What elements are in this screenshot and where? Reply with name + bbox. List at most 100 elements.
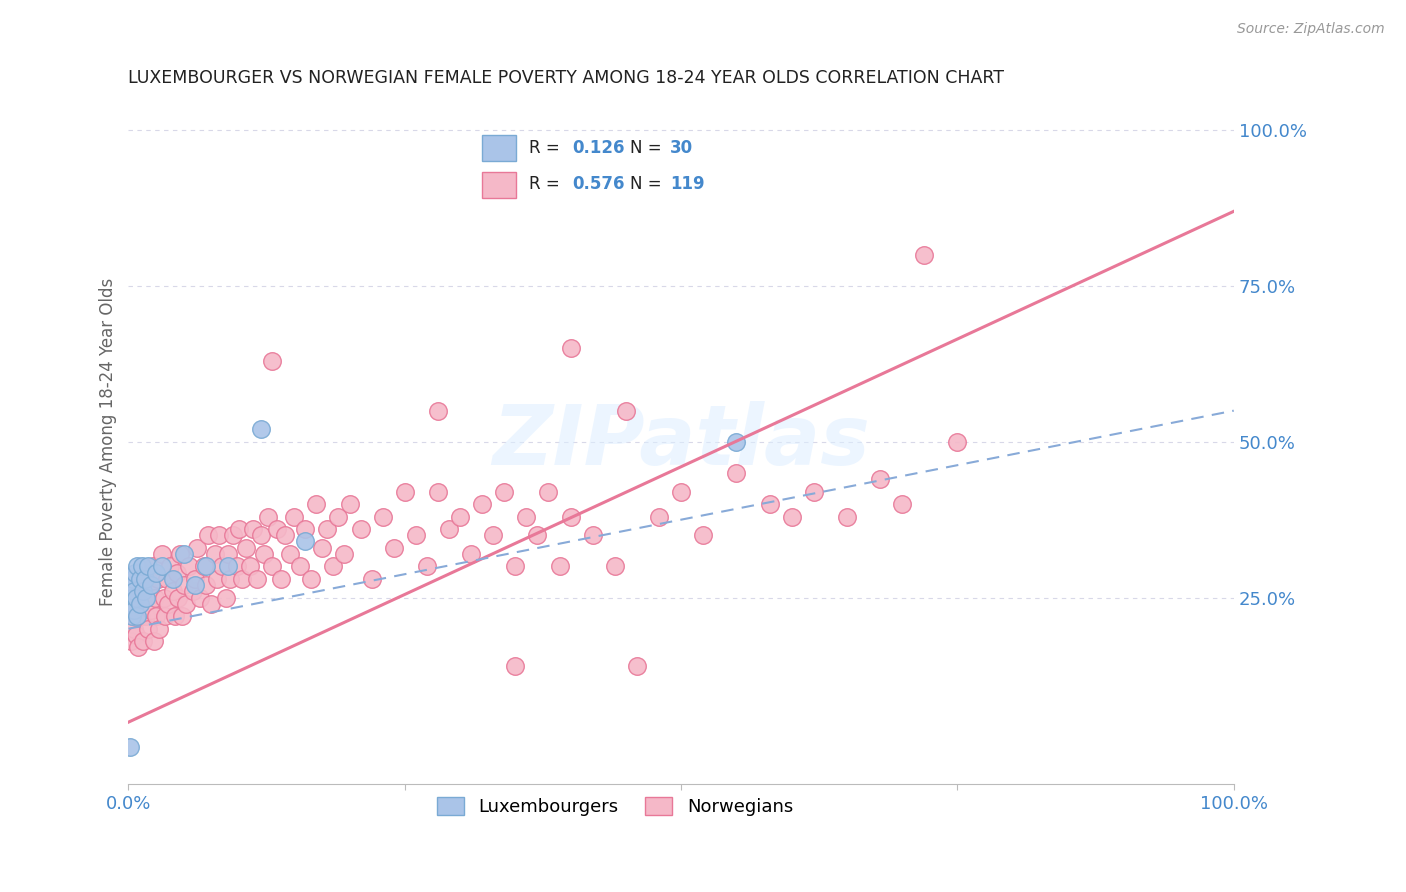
Point: [135, 609, 157, 624]
Point: [127, 609, 149, 624]
Point: [725, 434, 748, 449]
Point: [120, 634, 142, 648]
Point: [163, 609, 186, 624]
Point: [208, 528, 231, 542]
Point: [482, 528, 505, 542]
Point: [204, 547, 226, 561]
Text: Source: ZipAtlas.com: Source: ZipAtlas.com: [1237, 22, 1385, 37]
Point: [124, 603, 146, 617]
Point: [132, 584, 155, 599]
Point: [548, 559, 571, 574]
Point: [138, 622, 160, 636]
Point: [134, 591, 156, 605]
Point: [603, 559, 626, 574]
Point: [242, 522, 264, 536]
Point: [262, 354, 284, 368]
Point: [460, 547, 482, 561]
Point: [157, 597, 180, 611]
Point: [139, 603, 162, 617]
Point: [142, 559, 165, 574]
Point: [124, 566, 146, 580]
Point: [560, 342, 582, 356]
Point: [127, 559, 149, 574]
Point: [121, 609, 143, 624]
Point: [437, 522, 460, 536]
Point: [156, 572, 179, 586]
Text: LUXEMBOURGER VS NORWEGIAN FEMALE POVERTY AMONG 18-24 YEAR OLDS CORRELATION CHART: LUXEMBOURGER VS NORWEGIAN FEMALE POVERTY…: [128, 69, 1004, 87]
Point: [835, 509, 858, 524]
Point: [515, 509, 537, 524]
Point: [349, 522, 371, 536]
Point: [537, 484, 560, 499]
Point: [122, 584, 145, 599]
Point: [333, 547, 356, 561]
Point: [912, 248, 935, 262]
Point: [669, 484, 692, 499]
Point: [138, 559, 160, 574]
Point: [148, 622, 170, 636]
Point: [228, 522, 250, 536]
Point: [505, 559, 527, 574]
Point: [299, 572, 322, 586]
Point: [125, 628, 148, 642]
Point: [235, 541, 257, 555]
Point: [211, 559, 233, 574]
Point: [138, 584, 160, 599]
Point: [231, 572, 253, 586]
Point: [128, 572, 150, 586]
Point: [122, 622, 145, 636]
Point: [311, 541, 333, 555]
Point: [322, 559, 344, 574]
Point: [274, 528, 297, 542]
Point: [127, 591, 149, 605]
Point: [128, 597, 150, 611]
Point: [181, 584, 204, 599]
Point: [128, 597, 150, 611]
Point: [316, 522, 339, 536]
Point: [148, 572, 170, 586]
Point: [526, 528, 548, 542]
Point: [648, 509, 671, 524]
Point: [294, 534, 316, 549]
Point: [194, 559, 217, 574]
Point: [246, 572, 269, 586]
Point: [173, 547, 195, 561]
Point: [186, 541, 208, 555]
Point: [184, 572, 207, 586]
Point: [145, 566, 167, 580]
Point: [250, 528, 273, 542]
Point: [382, 541, 405, 555]
Point: [174, 597, 197, 611]
Point: [780, 509, 803, 524]
Point: [217, 559, 239, 574]
Point: [360, 572, 382, 586]
Point: [205, 572, 228, 586]
Point: [162, 572, 184, 586]
Point: [294, 522, 316, 536]
Point: [239, 559, 262, 574]
Point: [288, 559, 311, 574]
Point: [946, 434, 969, 449]
Point: [626, 659, 648, 673]
Point: [692, 528, 714, 542]
Point: [118, 740, 141, 755]
Point: [122, 572, 145, 586]
Point: [136, 572, 159, 586]
Point: [162, 584, 184, 599]
Point: [121, 591, 143, 605]
Point: [270, 572, 292, 586]
Point: [225, 559, 247, 574]
Point: [758, 497, 780, 511]
Point: [167, 591, 190, 605]
Point: [129, 609, 152, 624]
Point: [803, 484, 825, 499]
Point: [505, 659, 527, 673]
Point: [131, 559, 153, 574]
Point: [200, 597, 222, 611]
Point: [426, 403, 449, 417]
Point: [132, 634, 155, 648]
Point: [179, 559, 201, 574]
Point: [582, 528, 605, 542]
Point: [150, 547, 173, 561]
Point: [159, 559, 181, 574]
